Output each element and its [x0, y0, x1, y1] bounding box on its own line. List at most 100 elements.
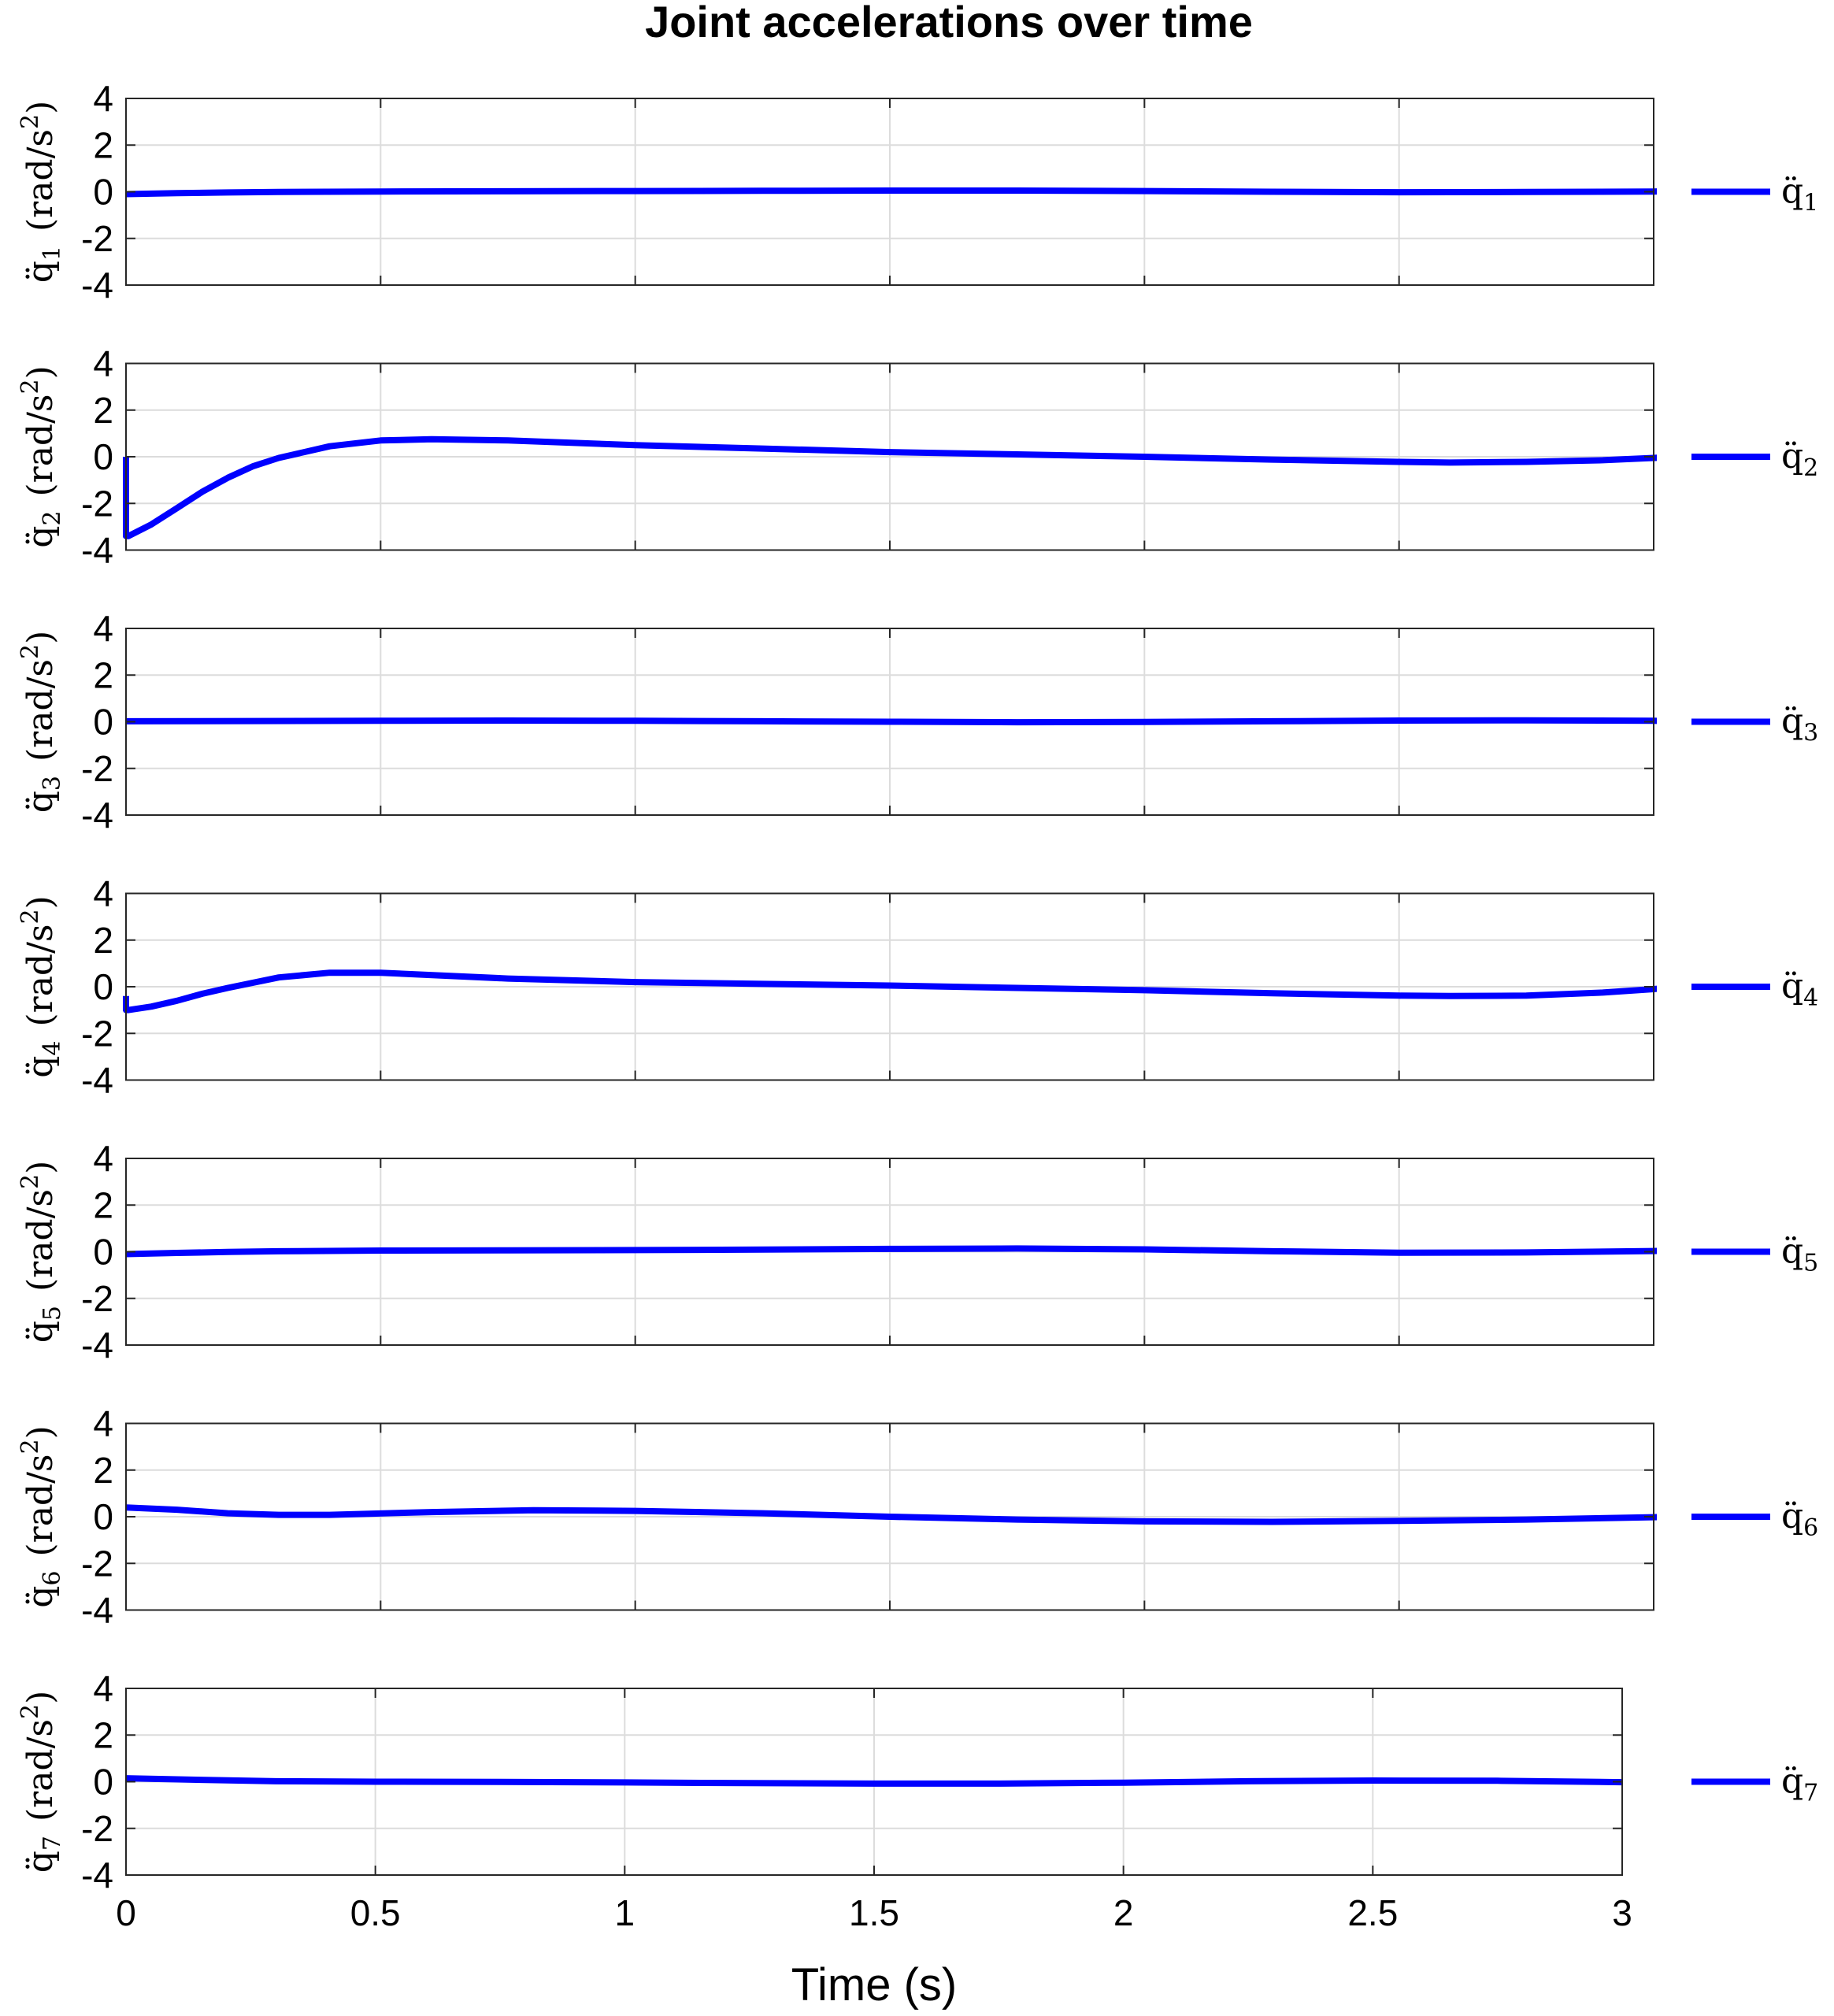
subplot-7-y-tick-label-1: 2 — [93, 1714, 113, 1755]
subplot-7-series-line — [125, 1775, 1623, 1787]
subplot-3-y-label-close: ) — [20, 631, 61, 644]
subplot-3: 420-2-4q̈3(rad/s2)q̈3 — [17, 608, 1818, 836]
x-tick-label-6: 3 — [1612, 1892, 1632, 1933]
subplot-6-series-line — [125, 1504, 1657, 1525]
subplot-1-y-label-unit: (rad/s — [20, 129, 61, 232]
subplot-3-y-tick-label-3: -2 — [81, 748, 113, 789]
subplot-4-y-tick-label-1: 2 — [93, 920, 113, 961]
x-tick-label-3: 1.5 — [849, 1892, 899, 1933]
subplot-3-series-line — [125, 717, 1657, 726]
subplot-3-y-label-exponent: 2 — [17, 644, 44, 659]
subplot-3-y-label-index: 3 — [39, 776, 66, 791]
subplot-7-y-label-index: 7 — [39, 1836, 66, 1851]
subplot-5: 420-2-4q̈5(rad/s2)q̈5 — [17, 1138, 1818, 1366]
subplot-1-y-label-symbol: q̈ — [20, 261, 61, 283]
subplot-3-y-axis-label: q̈3 (rad/s2) — [17, 631, 66, 813]
subplot-7-y-label-close: ) — [20, 1691, 61, 1704]
subplot-7-y-tick-label-3: -2 — [81, 1808, 113, 1849]
subplot-5-y-tick-label-1: 2 — [93, 1184, 113, 1225]
subplots-group: 420-2-4q̈1(rad/s2)q̈1420-2-4q̈2(rad/s2)q… — [17, 78, 1818, 1933]
subplot-6-y-label-unit: (rad/s — [20, 1454, 61, 1556]
subplot-7-y-label-unit: (rad/s — [20, 1719, 61, 1821]
subplot-4-y-tick-label-4: -4 — [81, 1060, 113, 1101]
subplot-3-legend-index: 3 — [1803, 720, 1818, 747]
subplot-2-y-label-symbol: q̈ — [20, 526, 61, 548]
subplot-6: 420-2-4q̈6(rad/s2)q̈6 — [17, 1403, 1818, 1631]
subplot-2-y-axis-label: q̈2(rad/s2) — [17, 365, 66, 548]
subplot-2-y-label-close: ) — [20, 365, 61, 379]
subplot-1-y-tick-label-2: 0 — [93, 172, 113, 213]
subplot-3-y-label-symbol: q̈ — [20, 791, 61, 813]
subplot-6-y-tick-label-2: 0 — [93, 1496, 113, 1537]
subplot-3-legend-symbol: q̈ — [1781, 702, 1803, 742]
subplot-6-y-tick-label-1: 2 — [93, 1450, 113, 1491]
subplot-2-y-label-unit: (rad/s — [20, 394, 61, 496]
subplot-2-legend-label: q̈2 — [1781, 436, 1818, 482]
subplot-7-legend-symbol: q̈ — [1781, 1762, 1803, 1802]
subplot-6-y-tick-label-3: -2 — [81, 1543, 113, 1584]
subplot-2-y-tick-label-4: -4 — [81, 530, 113, 571]
subplot-6-y-label-exponent: 2 — [17, 1439, 44, 1454]
x-tick-label-2: 1 — [615, 1892, 635, 1933]
subplot-6-legend-label: q̈6 — [1781, 1496, 1818, 1542]
subplot-2-y-tick-label-0: 4 — [93, 343, 113, 384]
subplot-5-y-axis-label: q̈5 (rad/s2) — [17, 1161, 66, 1343]
subplot-1-legend-label: q̈1 — [1781, 172, 1818, 217]
chart-title: Joint accelerations over time — [645, 0, 1253, 46]
subplot-5-y-label-close: ) — [20, 1161, 61, 1174]
subplot-2-y-label-exponent: 2 — [17, 379, 44, 394]
subplot-4-y-label-close: ) — [20, 895, 61, 909]
subplot-5-legend-index: 5 — [1803, 1250, 1818, 1277]
subplot-4-y-tick-label-3: -2 — [81, 1013, 113, 1054]
subplot-5-y-tick-label-4: -4 — [81, 1325, 113, 1366]
subplot-4-y-label-unit: (rad/s — [20, 924, 61, 1026]
subplot-6-legend-symbol: q̈ — [1781, 1496, 1803, 1536]
subplot-7-y-tick-label-2: 0 — [93, 1762, 113, 1803]
subplot-6-y-label-symbol: q̈ — [20, 1586, 61, 1608]
subplot-5-y-label-symbol: q̈ — [20, 1321, 61, 1343]
subplot-2-y-tick-label-2: 0 — [93, 436, 113, 477]
subplot-1-y-label-close: ) — [20, 101, 61, 114]
subplot-4-y-axis-label: q̈4 (rad/s2) — [17, 895, 66, 1078]
subplot-3-y-tick-label-4: -4 — [81, 795, 113, 836]
subplot-1: 420-2-4q̈1(rad/s2)q̈1 — [17, 78, 1818, 306]
subplot-4-y-label-index: 4 — [39, 1041, 66, 1056]
subplot-5-y-label-exponent: 2 — [17, 1174, 44, 1189]
subplot-1-y-tick-label-0: 4 — [93, 78, 113, 119]
subplot-2-series-line — [123, 435, 1657, 539]
x-axis-label: Time (s) — [791, 1959, 957, 2010]
subplot-7-legend-index: 7 — [1803, 1780, 1818, 1807]
subplot-3-y-tick-label-2: 0 — [93, 702, 113, 743]
subplot-2: 420-2-4q̈2(rad/s2)q̈2 — [17, 343, 1818, 571]
subplot-5-y-label-unit: (rad/s — [20, 1189, 61, 1292]
subplot-4-y-label-symbol: q̈ — [20, 1056, 61, 1078]
subplot-7-y-tick-label-4: -4 — [81, 1855, 113, 1896]
x-tick-label-1: 0.5 — [350, 1892, 401, 1933]
subplot-7-y-tick-label-0: 4 — [93, 1668, 113, 1709]
subplot-6-y-label-close: ) — [20, 1425, 61, 1439]
subplot-5-series-line — [125, 1245, 1657, 1258]
subplot-5-y-tick-label-2: 0 — [93, 1232, 113, 1273]
subplot-7-y-label-exponent: 2 — [17, 1704, 44, 1719]
subplot-2-legend-symbol: q̈ — [1781, 436, 1803, 476]
subplot-3-y-tick-label-0: 4 — [93, 608, 113, 649]
subplot-2-y-label-index: 2 — [39, 511, 66, 526]
subplot-3-y-tick-label-1: 2 — [93, 654, 113, 695]
subplot-2-y-tick-label-1: 2 — [93, 390, 113, 431]
subplot-5-y-tick-label-0: 4 — [93, 1138, 113, 1179]
subplot-5-legend-label: q̈5 — [1781, 1232, 1818, 1277]
subplot-7-y-label-symbol: q̈ — [20, 1851, 61, 1873]
subplot-4-series-line — [123, 969, 1657, 1014]
subplot-4-legend-symbol: q̈ — [1781, 966, 1803, 1006]
subplot-1-legend-symbol: q̈ — [1781, 172, 1803, 212]
subplot-7: 420-2-4q̈7(rad/s2)q̈70 0.5 1 1.5 2 2.5 3 — [17, 1668, 1818, 1933]
subplot-1-series-line — [125, 187, 1657, 198]
x-tick-label-0: 0 — [116, 1892, 136, 1933]
subplot-2-y-tick-label-3: -2 — [81, 483, 113, 524]
x-tick-label-4: 2 — [1113, 1892, 1134, 1933]
subplot-1-y-tick-label-1: 2 — [93, 124, 113, 165]
subplot-4-y-label-exponent: 2 — [17, 909, 44, 924]
subplot-6-legend-index: 6 — [1803, 1514, 1818, 1542]
subplot-1-y-axis-label: q̈1 (rad/s2) — [17, 101, 66, 284]
